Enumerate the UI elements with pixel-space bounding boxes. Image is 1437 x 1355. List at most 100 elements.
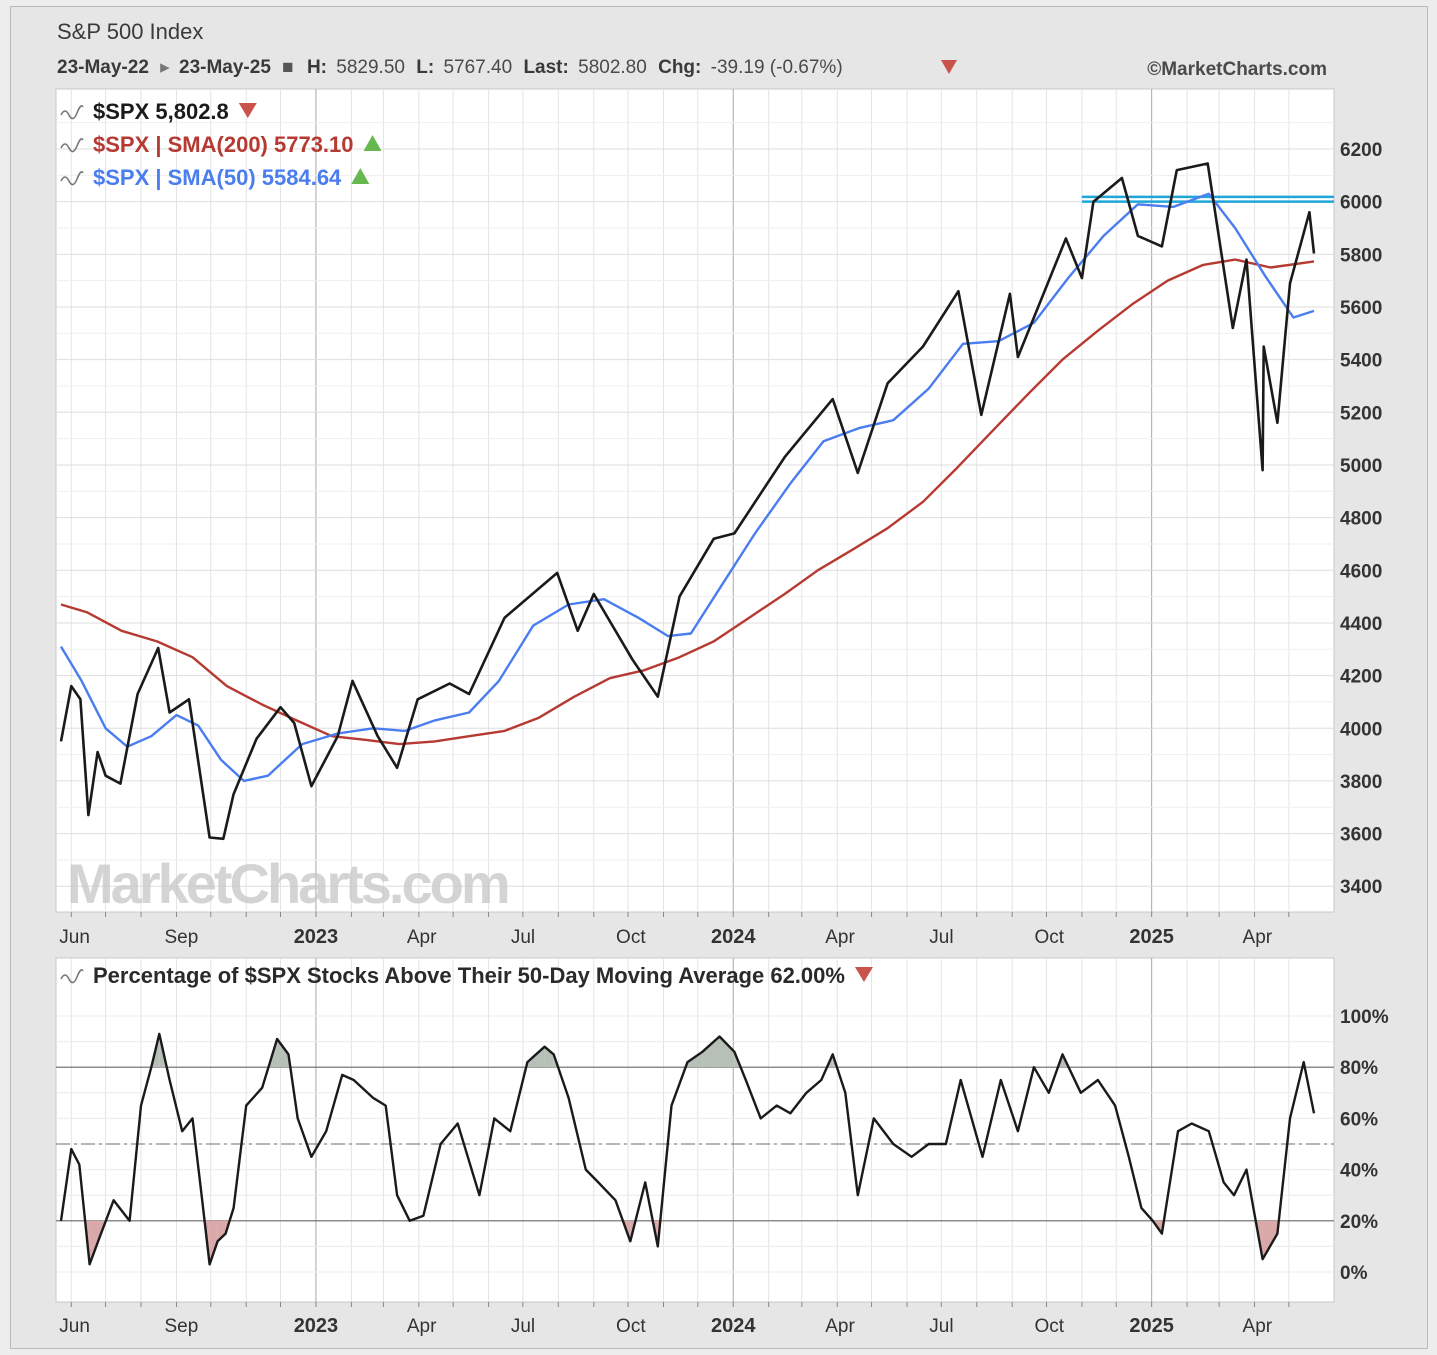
price-gridlines	[56, 89, 1334, 917]
price-x-tick-apr: Apr	[1243, 927, 1273, 948]
breadth-legend: Percentage of $SPX Stocks Above Their 50…	[60, 963, 873, 988]
oversold-fill	[209, 1220, 218, 1265]
price-x-axis: Jun Sep 2023 Apr Jul Oct 2024 Apr Jul Oct 2025 Apr	[59, 926, 1273, 948]
legend-line-icon	[60, 171, 84, 186]
chg-down-arrow-icon	[941, 60, 957, 74]
price-x-tick-oct: Oct	[616, 927, 646, 948]
breadth-y-tick-20: 20%	[1340, 1212, 1378, 1233]
price-panel: MarketCharts.com $SPX 5,802.8 $SPX | SMA(…	[55, 88, 1382, 948]
price-y-axis: 6200 6000 5800 5600 5400 5200 5000 4800 4600 4400…	[1340, 140, 1382, 898]
price-x-tick-sep: Sep	[164, 927, 198, 948]
down-arrow-icon	[238, 103, 257, 118]
overbought-fill	[277, 1039, 289, 1068]
chart-frame: S&P 500 Index 23-May-22 ▸ 23-May-25 ■ H:…	[10, 6, 1428, 1349]
range-arrow: ▸	[160, 57, 170, 78]
breadth-plot-area	[55, 957, 1335, 1303]
legend-label-spx-sma-50-5584-64: $SPX | SMA(50) 5584.64	[93, 165, 342, 190]
chart-canvas: S&P 500 Index 23-May-22 ▸ 23-May-25 ■ H:…	[55, 19, 1389, 1337]
breadth-panel: Percentage of $SPX Stocks Above Their 50…	[55, 957, 1389, 1337]
high-value: 5829.50	[336, 57, 405, 78]
price-x-tick-jun: Jun	[59, 927, 90, 948]
price-x-tick-2023: 2023	[294, 926, 339, 948]
legend-line-icon	[60, 138, 84, 153]
series-line-breadth	[59, 1032, 1316, 1266]
low-value: 5767.40	[443, 57, 512, 78]
price-y-tick-3600: 3600	[1340, 825, 1382, 846]
breadth-y-tick-60: 60%	[1340, 1109, 1378, 1130]
range-end: 23-May-25	[179, 57, 271, 78]
breadth-x-tick-oct: Oct	[1034, 1316, 1064, 1337]
copyright-text: ©MarketCharts.com	[1147, 59, 1327, 80]
price-legend: $SPX 5,802.8 $SPX | SMA(200) 5773.10 $SPX …	[60, 99, 382, 190]
up-arrow-icon	[363, 135, 382, 151]
last-label: Last:	[523, 57, 568, 78]
price-y-tick-5800: 5800	[1340, 245, 1382, 266]
price-x-tick-2025: 2025	[1129, 926, 1174, 948]
high-label: H:	[307, 57, 327, 78]
separator-square: ■	[282, 57, 293, 78]
header-info-line: 23-May-22 ▸ 23-May-25 ■ H: 5829.50 L: 57…	[57, 57, 843, 78]
price-x-tick-jul: Jul	[511, 927, 535, 948]
legend-label-spx-5-802-8: $SPX 5,802.8	[93, 99, 229, 124]
price-y-tick-5000: 5000	[1340, 456, 1382, 477]
price-y-tick-5600: 5600	[1340, 298, 1382, 319]
price-x-tick-jul: Jul	[929, 927, 953, 948]
price-x-tick-apr: Apr	[407, 927, 437, 948]
last-value: 5802.80	[578, 57, 647, 78]
series-line-spx-sma-50	[59, 192, 1315, 783]
price-y-tick-3800: 3800	[1340, 772, 1382, 793]
price-y-tick-6200: 6200	[1340, 140, 1382, 161]
price-y-tick-4800: 4800	[1340, 509, 1382, 530]
legend-line-icon	[60, 105, 84, 120]
oversold-fill	[217, 1220, 226, 1242]
price-y-tick-4400: 4400	[1340, 614, 1382, 635]
breadth-x-tick-2024: 2024	[711, 1315, 756, 1337]
price-y-tick-5400: 5400	[1340, 351, 1382, 372]
overbought-fill	[702, 1036, 720, 1068]
price-y-tick-5200: 5200	[1340, 403, 1382, 424]
price-x-tick-2024: 2024	[711, 926, 756, 948]
legend-line-icon	[60, 969, 84, 984]
breadth-x-tick-oct: Oct	[616, 1316, 646, 1337]
oversold-fill	[1262, 1220, 1278, 1260]
breadth-x-tick-apr: Apr	[1243, 1316, 1273, 1337]
legend-label-spx-sma-200-5773-10: $SPX | SMA(200) 5773.10	[93, 132, 354, 157]
price-x-tick-apr: Apr	[825, 927, 855, 948]
series-line-spx-sma-200	[60, 258, 1315, 746]
series-line-spx	[59, 162, 1316, 841]
breadth-y-axis: 100% 80% 60% 40% 20% 0%	[1340, 1007, 1389, 1284]
breadth-x-tick-jul: Jul	[929, 1316, 953, 1337]
price-y-tick-4000: 4000	[1340, 719, 1382, 740]
watermark: MarketCharts.com	[67, 852, 508, 915]
breadth-x-axis: Jun Sep 2023 Apr Jul Oct 2024 Apr Jul Oct 2025 Apr	[59, 1315, 1273, 1337]
overbought-fill	[719, 1036, 735, 1068]
breadth-y-tick-40: 40%	[1340, 1161, 1378, 1182]
price-y-tick-3400: 3400	[1340, 877, 1382, 898]
breadth-y-tick-100: 100%	[1340, 1007, 1389, 1028]
price-y-tick-4600: 4600	[1340, 561, 1382, 582]
low-label: L:	[416, 57, 434, 78]
up-arrow-icon	[351, 168, 370, 184]
price-plot-area	[55, 88, 1335, 913]
breadth-x-tick-2025: 2025	[1129, 1315, 1174, 1337]
price-y-tick-4200: 4200	[1340, 667, 1382, 688]
overbought-fill	[544, 1046, 554, 1068]
chart-title: S&P 500 Index	[57, 19, 203, 44]
range-start: 23-May-22	[57, 57, 149, 78]
price-y-tick-6000: 6000	[1340, 193, 1382, 214]
chg-label: Chg:	[658, 57, 701, 78]
breadth-y-tick-0: 0%	[1340, 1263, 1368, 1284]
breadth-x-tick-jul: Jul	[511, 1316, 535, 1337]
breadth-series-line	[59, 1032, 1316, 1266]
price-series-lines	[59, 162, 1334, 841]
breadth-y-tick-80: 80%	[1340, 1058, 1378, 1079]
breadth-x-tick-apr: Apr	[825, 1316, 855, 1337]
breadth-title-label: Percentage of $SPX Stocks Above Their 50…	[93, 963, 845, 988]
breadth-x-tick-apr: Apr	[407, 1316, 437, 1337]
chg-value: -39.19 (-0.67%)	[711, 57, 843, 78]
price-x-tick-oct: Oct	[1034, 927, 1064, 948]
breadth-x-tick-sep: Sep	[164, 1316, 198, 1337]
down-arrow-icon	[854, 967, 873, 982]
breadth-x-tick-jun: Jun	[59, 1316, 90, 1337]
breadth-x-tick-2023: 2023	[294, 1315, 339, 1337]
